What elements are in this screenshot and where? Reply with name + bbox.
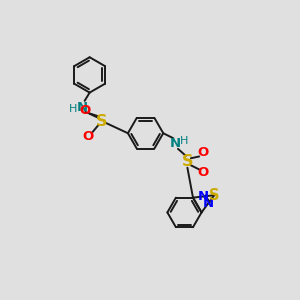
Text: N: N: [77, 101, 88, 114]
Text: O: O: [197, 146, 208, 159]
Text: N: N: [198, 190, 209, 203]
Text: O: O: [82, 130, 94, 143]
Text: H: H: [180, 136, 189, 146]
Text: H: H: [69, 104, 77, 114]
Text: N: N: [202, 197, 214, 210]
Text: S: S: [182, 154, 193, 169]
Text: O: O: [197, 167, 208, 179]
Text: S: S: [209, 188, 220, 203]
Text: O: O: [80, 104, 91, 117]
Text: N: N: [170, 137, 181, 150]
Text: S: S: [96, 114, 107, 129]
